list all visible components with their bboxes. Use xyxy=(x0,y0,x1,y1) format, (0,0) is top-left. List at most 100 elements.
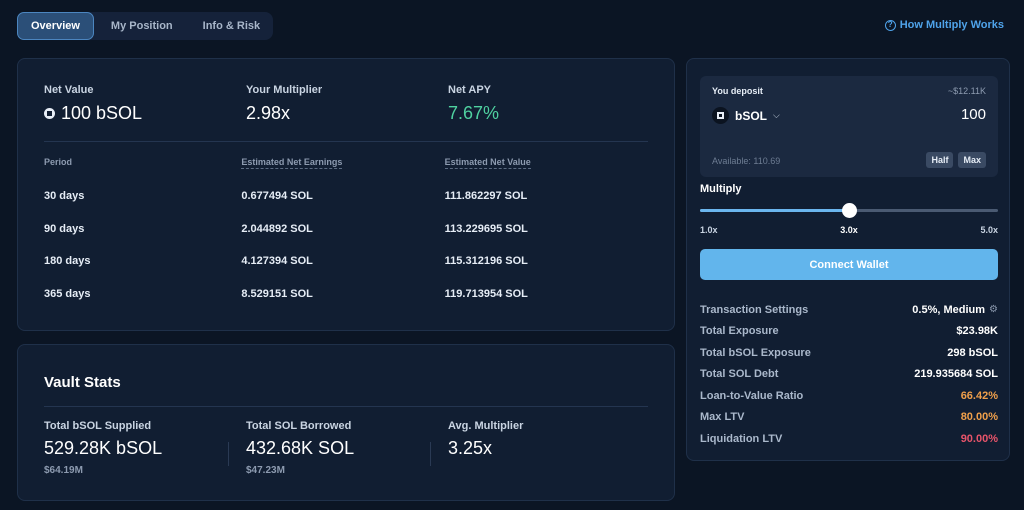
period-cell: 180 days xyxy=(44,255,91,268)
detail-value-wrap: 80.00% xyxy=(961,411,998,423)
slider-thumb[interactable] xyxy=(841,203,857,218)
multiply-panel: You deposit ~$12.11K bSOL ⌵ Available: 1… xyxy=(686,58,1010,461)
net-value-cell: 113.229695 SOL xyxy=(444,222,528,235)
slider-max-label: 5.0x xyxy=(980,225,998,235)
multiply-slider[interactable] xyxy=(700,203,998,218)
vault-stat-label: Total bSOL Supplied xyxy=(44,420,152,432)
position-details: Transaction Settings 0.5%, Medium ⚙ Total E… xyxy=(700,299,998,450)
max-button[interactable]: Max xyxy=(958,152,986,168)
multiplier-value: 2.98x xyxy=(246,103,291,123)
divider xyxy=(44,406,648,407)
detail-key: Total SOL Debt xyxy=(700,368,779,381)
table-row: 90 days 2.044892 SOL 113.229695 SOL xyxy=(44,213,644,246)
divider xyxy=(44,141,648,142)
separator xyxy=(430,442,431,466)
vault-stat-value: 529.28K bSOL xyxy=(44,438,163,458)
bsol-token-icon xyxy=(712,107,729,124)
deposit-label: You deposit xyxy=(712,86,763,96)
table-body: 30 days 0.677494 SOL 111.862297 SOL 90 days… xyxy=(44,180,644,310)
detail-value-wrap: 66.42% xyxy=(961,390,998,402)
detail-key: Total Exposure xyxy=(700,325,779,338)
detail-row: Loan-to-Value Ratio 66.42% xyxy=(700,385,998,407)
position-summary: Net Value 100 bSOL Your Multiplier 2.98x… xyxy=(44,84,650,124)
vault-stat-supplied: Total bSOL Supplied 529.28K bSOL $64.19M xyxy=(44,420,246,476)
vault-stat-usd: $64.19M xyxy=(44,465,83,476)
detail-key: Liquidation LTV xyxy=(700,432,783,445)
earnings-table: Period Estimated Net Earnings Estimated … xyxy=(44,156,644,310)
tab-bar: Overview My Position Info & Risk xyxy=(17,12,274,40)
header-est-earnings[interactable]: Estimated Net Earnings xyxy=(241,157,343,169)
vault-stats-card: Vault Stats Total bSOL Supplied 529.28K … xyxy=(17,344,675,501)
deposit-amount-input[interactable] xyxy=(866,106,986,123)
vault-stat-value: 3.25x xyxy=(448,438,493,458)
vault-stat-usd: $47.23M xyxy=(246,465,285,476)
detail-value: 66.42% xyxy=(960,389,998,402)
separator xyxy=(228,442,229,466)
available-balance: Available: 110.69 xyxy=(712,156,781,166)
apy-value: 7.67% xyxy=(448,103,500,123)
header-est-value[interactable]: Estimated Net Value xyxy=(444,157,531,169)
net-value-stat: Net Value 100 bSOL xyxy=(44,84,246,124)
tab-overview[interactable]: Overview xyxy=(17,12,94,40)
earnings-cell: 2.044892 SOL xyxy=(241,222,313,235)
net-value-cell: 119.713954 SOL xyxy=(444,287,528,300)
slider-fill xyxy=(700,209,849,212)
detail-value: 90.00% xyxy=(960,432,998,445)
gear-icon[interactable]: ⚙ xyxy=(989,304,998,316)
detail-row: Transaction Settings 0.5%, Medium ⚙ xyxy=(700,299,998,321)
vault-stat-value: 432.68K SOL xyxy=(246,438,355,458)
detail-row: Total SOL Debt 219.935684 SOL xyxy=(700,364,998,386)
net-value: 100 bSOL xyxy=(61,103,143,123)
detail-value-wrap: $23.98K xyxy=(956,325,998,337)
deposit-usd-value: ~$12.11K xyxy=(947,86,986,96)
detail-key: Max LTV xyxy=(700,411,745,424)
detail-key: Transaction Settings xyxy=(700,303,809,316)
earnings-cell: 8.529151 SOL xyxy=(241,287,313,300)
detail-value: $23.98K xyxy=(956,325,998,338)
deposit-box: You deposit ~$12.11K bSOL ⌵ Available: 1… xyxy=(700,76,998,177)
detail-value-wrap: 90.00% xyxy=(961,433,998,445)
detail-value-wrap[interactable]: 0.5%, Medium ⚙ xyxy=(912,304,998,316)
token-selector[interactable]: bSOL ⌵ xyxy=(712,107,780,124)
how-multiply-works-link[interactable]: ? How Multiply Works xyxy=(884,19,1004,31)
token-name: bSOL xyxy=(735,108,767,123)
net-value-label: Net Value xyxy=(44,84,94,96)
detail-row: Max LTV 80.00% xyxy=(700,407,998,429)
multiplier-stat: Your Multiplier 2.98x xyxy=(246,84,448,124)
slider-labels: 1.0x 3.0x 5.0x xyxy=(700,225,998,235)
detail-key: Total bSOL Exposure xyxy=(700,346,811,359)
detail-value: 298 bSOL xyxy=(947,346,998,359)
vault-stats-title: Vault Stats xyxy=(44,374,121,391)
apy-stat: Net APY 7.67% xyxy=(448,84,650,124)
earnings-cell: 4.127394 SOL xyxy=(241,255,313,268)
detail-value: 219.935684 SOL xyxy=(914,368,998,381)
vault-stat-borrowed: Total SOL Borrowed 432.68K SOL $47.23M xyxy=(246,420,448,476)
period-cell: 365 days xyxy=(44,287,91,300)
tab-my-position[interactable]: My Position xyxy=(110,20,173,32)
table-row: 180 days 4.127394 SOL 115.312196 SOL xyxy=(44,245,644,278)
earnings-cell: 0.677494 SOL xyxy=(241,190,313,203)
apy-label: Net APY xyxy=(448,84,491,96)
net-value-row: 100 bSOL xyxy=(44,103,246,124)
help-link-label: How Multiply Works xyxy=(899,19,1004,31)
vault-stat-label: Avg. Multiplier xyxy=(448,420,524,432)
quick-amount-buttons: Half Max xyxy=(926,152,986,168)
vault-stat-avg-multiplier: Avg. Multiplier 3.25x xyxy=(448,420,650,476)
vault-stats-row: Total bSOL Supplied 529.28K bSOL $64.19M… xyxy=(44,420,650,476)
bsol-token-icon xyxy=(44,108,55,119)
multiplier-label: Your Multiplier xyxy=(246,84,323,96)
table-header: Period Estimated Net Earnings Estimated … xyxy=(44,156,644,169)
detail-row: Total Exposure $23.98K xyxy=(700,321,998,343)
tab-info-risk[interactable]: Info & Risk xyxy=(202,20,261,32)
period-cell: 90 days xyxy=(44,222,85,235)
detail-key: Loan-to-Value Ratio xyxy=(700,389,804,402)
detail-value-wrap: 219.935684 SOL xyxy=(914,368,998,380)
table-row: 30 days 0.677494 SOL 111.862297 SOL xyxy=(44,180,644,213)
slider-min-label: 1.0x xyxy=(700,225,718,235)
net-value-cell: 111.862297 SOL xyxy=(444,190,528,203)
detail-value: 80.00% xyxy=(960,411,998,424)
table-row: 365 days 8.529151 SOL 119.713954 SOL xyxy=(44,278,644,311)
connect-wallet-button[interactable]: Connect Wallet xyxy=(700,249,998,280)
half-button[interactable]: Half xyxy=(926,152,954,168)
multiply-title: Multiply xyxy=(700,183,742,195)
